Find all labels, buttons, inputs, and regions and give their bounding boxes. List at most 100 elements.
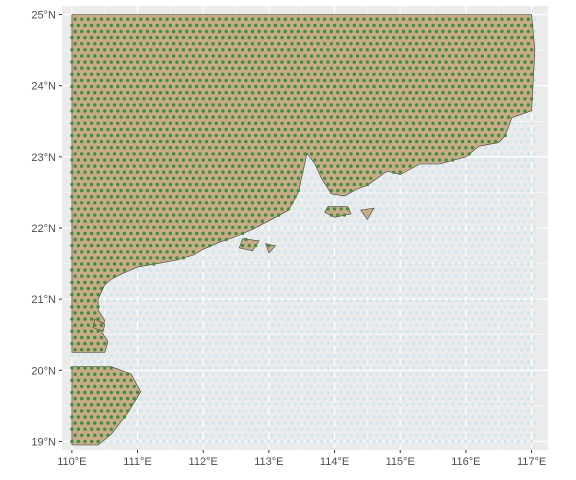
sea-grid-point — [421, 421, 425, 425]
sea-grid-point — [500, 250, 504, 254]
sea-grid-point — [385, 403, 389, 407]
sea-grid-point — [132, 323, 136, 327]
land-grid-point — [181, 60, 186, 64]
sea-grid-point — [418, 182, 422, 187]
land-grid-point — [181, 97, 186, 101]
land-grid-point — [234, 48, 238, 52]
land-grid-point — [93, 66, 97, 70]
sea-grid-point — [290, 396, 294, 401]
sea-grid-point — [139, 323, 143, 327]
sea-grid-point — [188, 256, 192, 260]
sea-grid-point — [211, 360, 215, 364]
land-grid-point — [339, 207, 343, 211]
sea-grid-point — [444, 243, 448, 248]
sea-grid-point — [500, 384, 504, 389]
sea-grid-point — [460, 348, 465, 352]
land-grid-point — [526, 54, 530, 58]
sea-grid-point — [181, 292, 186, 297]
land-grid-point — [217, 164, 222, 168]
sea-grid-point — [316, 384, 320, 389]
land-grid-point — [520, 66, 524, 70]
sea-grid-point — [201, 268, 205, 272]
sea-grid-point — [516, 243, 521, 248]
land-grid-point — [503, 97, 507, 101]
sea-grid-point — [480, 188, 484, 193]
sea-grid-point — [483, 207, 488, 211]
land-grid-point — [487, 78, 491, 83]
land-grid-point — [424, 60, 429, 64]
sea-grid-point — [181, 280, 186, 285]
land-grid-point — [398, 35, 402, 40]
sea-grid-point — [168, 403, 173, 407]
sea-grid-point — [267, 341, 271, 346]
sea-grid-point — [267, 280, 271, 285]
land-grid-point — [480, 54, 484, 58]
land-grid-point — [296, 139, 301, 144]
sea-grid-point — [506, 188, 511, 193]
sea-grid-point — [306, 207, 310, 211]
land-grid-point — [178, 152, 182, 156]
sea-grid-point — [506, 164, 511, 168]
land-grid-point — [516, 35, 521, 40]
land-grid-point — [227, 72, 232, 77]
land-grid-point — [76, 35, 81, 40]
sea-grid-point — [300, 280, 304, 285]
land-grid-point — [240, 121, 245, 126]
sea-grid-point — [198, 372, 202, 376]
land-grid-point — [86, 286, 91, 291]
sea-grid-point — [480, 433, 484, 437]
sea-grid-point — [355, 225, 360, 229]
land-grid-point — [158, 213, 163, 217]
sea-grid-point — [300, 403, 304, 407]
sea-grid-point — [152, 299, 156, 303]
land-grid-point — [372, 84, 376, 89]
sea-grid-point — [257, 311, 261, 315]
sea-grid-point — [165, 335, 169, 340]
land-grid-point — [523, 48, 527, 52]
sea-grid-point — [349, 348, 353, 352]
land-grid-point — [139, 103, 143, 107]
sea-grid-point — [300, 219, 304, 223]
sea-grid-point — [277, 299, 281, 303]
sea-grid-point — [451, 341, 455, 346]
land-grid-point — [421, 103, 425, 107]
land-grid-point — [162, 170, 166, 174]
land-grid-point — [106, 176, 110, 180]
sea-grid-point — [139, 348, 143, 352]
land-grid-point — [145, 17, 150, 21]
land-grid-point — [309, 17, 314, 21]
sea-grid-point — [506, 299, 511, 303]
land-grid-point — [119, 17, 123, 21]
land-grid-point — [162, 256, 166, 260]
land-grid-point — [359, 72, 363, 77]
land-grid-point — [437, 23, 442, 28]
land-grid-point — [441, 78, 445, 83]
sea-grid-point — [510, 170, 514, 174]
land-grid-point — [447, 103, 452, 107]
land-grid-point — [480, 127, 484, 132]
land-grid-point — [86, 103, 91, 107]
land-grid-point — [240, 60, 245, 64]
land-grid-point — [418, 84, 422, 89]
sea-grid-point — [326, 439, 330, 444]
sea-grid-point — [444, 390, 448, 395]
land-grid-point — [168, 170, 173, 174]
land-grid-point — [267, 109, 271, 113]
land-grid-point — [168, 84, 173, 89]
sea-grid-point — [277, 250, 281, 254]
sea-grid-point — [483, 195, 488, 199]
sea-grid-point — [533, 360, 537, 364]
land-grid-point — [211, 17, 215, 21]
sea-grid-point — [457, 439, 461, 444]
sea-grid-point — [365, 329, 370, 333]
land-grid-point — [93, 115, 97, 119]
land-grid-point — [467, 29, 471, 34]
sea-grid-point — [234, 390, 238, 395]
sea-grid-point — [529, 329, 534, 333]
sea-grid-point — [395, 323, 399, 327]
sea-grid-point — [273, 439, 278, 444]
land-grid-point — [162, 84, 166, 89]
land-grid-point — [286, 133, 291, 138]
sea-grid-point — [487, 176, 491, 180]
sea-grid-point — [378, 427, 383, 431]
